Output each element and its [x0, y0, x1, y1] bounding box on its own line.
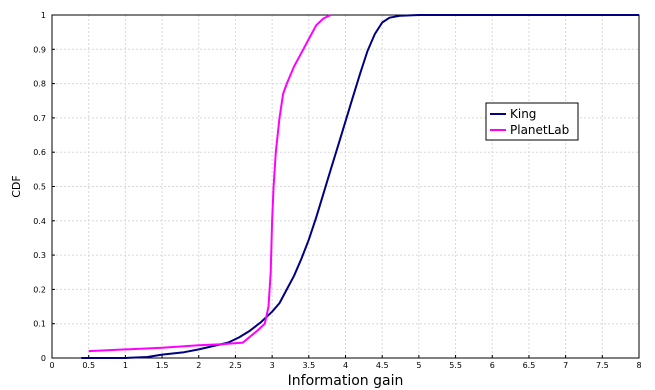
x-tick-label: 3.5: [302, 361, 315, 370]
x-tick-label: 0.5: [82, 361, 95, 370]
y-tick-label: 1: [41, 11, 46, 20]
x-tick-label: 2: [196, 361, 201, 370]
series-line-planetlab: [88, 14, 332, 353]
y-tick-label: 0.8: [33, 80, 46, 89]
y-tick-label: 0.6: [33, 148, 46, 157]
x-tick-label: 6: [490, 361, 495, 370]
x-tick-label: 8: [636, 361, 641, 370]
series-layer: [81, 14, 639, 359]
legend-box: [485, 102, 579, 141]
x-tick-label: 5.5: [449, 361, 462, 370]
y-tick-label: 0.3: [33, 251, 46, 260]
series-line-king: [81, 14, 639, 359]
x-tick-label: 4: [343, 361, 348, 370]
axis-ticks: 0 0.5 1 1.5 2 2.5 3 3.5 4 4.5 5 5.5 6 6.5 7 7.5 8 0 0.1 0.2…: [33, 11, 641, 370]
y-tick-label: 0.2: [33, 285, 46, 294]
y-tick-label: 0.7: [33, 114, 46, 123]
y-tick-label: 0.5: [33, 183, 46, 192]
y-tick-label: 0.9: [33, 45, 46, 54]
x-tick-label: 1.5: [156, 361, 169, 370]
x-tick-label: 3: [270, 361, 275, 370]
x-tick-label: 7.5: [596, 361, 609, 370]
x-tick-label: 0: [49, 361, 54, 370]
x-axis-title: Information gain: [288, 373, 404, 389]
legend-label: PlanetLab: [510, 123, 569, 137]
y-tick-label: 0: [41, 354, 46, 363]
x-tick-label: 6.5: [523, 361, 536, 370]
legend: King PlanetLab: [485, 102, 579, 141]
x-tick-label: 2.5: [229, 361, 242, 370]
y-tick-label: 0.1: [33, 320, 46, 329]
x-tick-label: 1: [123, 361, 128, 370]
legend-label: King: [510, 107, 536, 121]
x-tick-label: 5: [416, 361, 421, 370]
y-axis-title: CDF: [10, 175, 23, 197]
y-tick-label: 0.4: [33, 217, 46, 226]
x-tick-label: 7: [563, 361, 568, 370]
x-tick-label: 4.5: [376, 361, 389, 370]
